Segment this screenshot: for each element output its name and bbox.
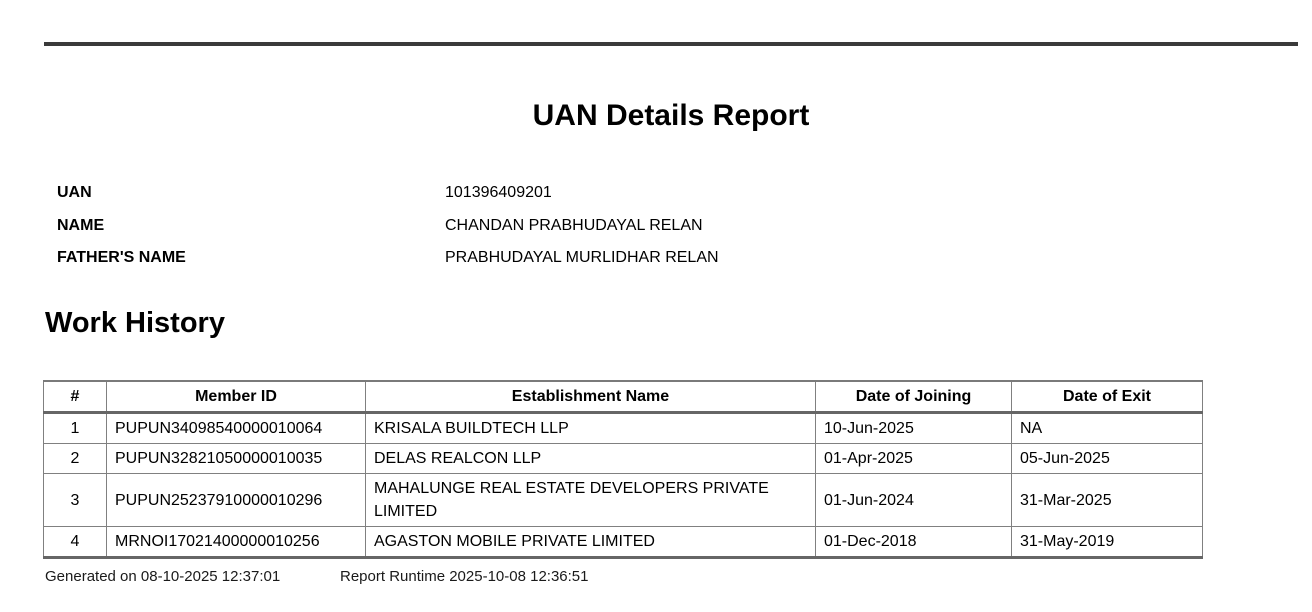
column-header-date-of-joining: Date of Joining <box>815 381 1012 414</box>
table-header-row: # Member ID Establishment Name Date of J… <box>43 381 1203 414</box>
establishment-cell: AGASTON MOBILE PRIVATE LIMITED <box>365 526 816 558</box>
date-of-joining-cell: 01-Jun-2024 <box>815 473 1012 527</box>
establishment-cell: KRISALA BUILDTECH LLP <box>365 412 816 444</box>
generated-on-text: Generated on 08-10-2025 12:37:01 <box>45 568 281 585</box>
date-of-joining-cell: 01-Dec-2018 <box>815 526 1012 558</box>
column-header-establishment: Establishment Name <box>365 381 816 414</box>
page-title: UAN Details Report <box>532 99 810 132</box>
name-label: NAME <box>57 216 105 234</box>
uan-value: 101396409201 <box>445 184 552 202</box>
row-number-cell: 3 <box>43 473 107 527</box>
table-row: 1 PUPUN34098540000010064 KRISALA BUILDTE… <box>43 412 1203 444</box>
row-number-cell: 4 <box>43 526 107 558</box>
column-header-member-id: Member ID <box>106 381 366 414</box>
establishment-cell: DELAS REALCON LLP <box>365 443 816 474</box>
member-id-cell: PUPUN25237910000010296 <box>106 473 366 527</box>
column-header-index: # <box>43 381 107 414</box>
table-row: 4 MRNOI17021400000010256 AGASTON MOBILE … <box>43 526 1203 558</box>
date-of-joining-cell: 01-Apr-2025 <box>815 443 1012 474</box>
member-id-cell: PUPUN34098540000010064 <box>106 412 366 444</box>
field-row-uan: UAN 101396409201 <box>57 177 1157 210</box>
report-runtime-text: Report Runtime 2025-10-08 12:36:51 <box>340 568 589 585</box>
date-of-exit-cell: 31-Mar-2025 <box>1011 473 1203 527</box>
member-id-cell: PUPUN32821050000010035 <box>106 443 366 474</box>
row-number-cell: 1 <box>43 412 107 444</box>
row-number-cell: 2 <box>43 443 107 474</box>
table-row: 2 PUPUN32821050000010035 DELAS REALCON L… <box>43 443 1203 474</box>
member-id-cell: MRNOI17021400000010256 <box>106 526 366 558</box>
work-history-table: # Member ID Establishment Name Date of J… <box>43 380 1203 559</box>
uan-label: UAN <box>57 184 92 202</box>
name-value: CHANDAN PRABHUDAYAL RELAN <box>445 216 703 234</box>
field-row-name: NAME CHANDAN PRABHUDAYAL RELAN <box>57 210 1157 243</box>
establishment-cell: MAHALUNGE REAL ESTATE DEVELOPERS PRIVATE… <box>365 473 816 527</box>
date-of-exit-cell: 05-Jun-2025 <box>1011 443 1203 474</box>
column-header-date-of-exit: Date of Exit <box>1011 381 1203 414</box>
date-of-joining-cell: 10-Jun-2025 <box>815 412 1012 444</box>
fathers-name-label: FATHER'S NAME <box>57 249 186 267</box>
date-of-exit-cell: 31-May-2019 <box>1011 526 1203 558</box>
fathers-name-value: PRABHUDAYAL MURLIDHAR RELAN <box>445 249 719 267</box>
table-row: 3 PUPUN25237910000010296 MAHALUNGE REAL … <box>43 473 1203 527</box>
date-of-exit-cell: NA <box>1011 412 1203 444</box>
work-history-heading: Work History <box>45 307 225 339</box>
summary-fields: UAN 101396409201 NAME CHANDAN PRABHUDAYA… <box>57 177 1157 275</box>
field-row-fathers-name: FATHER'S NAME PRABHUDAYAL MURLIDHAR RELA… <box>57 242 1157 275</box>
top-rule-divider <box>44 42 1298 46</box>
